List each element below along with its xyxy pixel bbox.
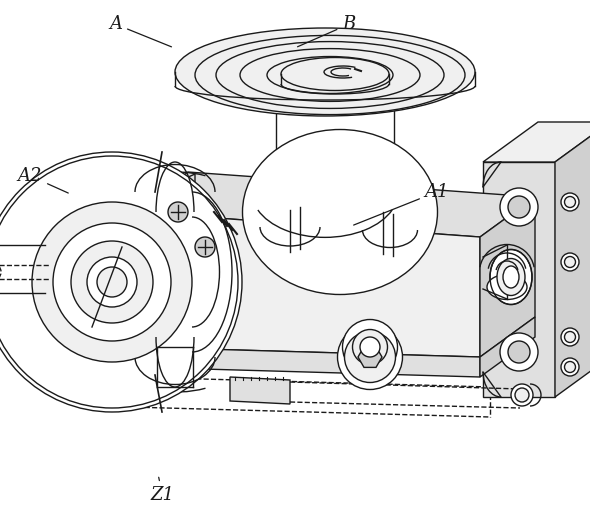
Ellipse shape xyxy=(276,66,394,102)
Polygon shape xyxy=(155,174,195,375)
Ellipse shape xyxy=(175,28,475,116)
Ellipse shape xyxy=(53,223,171,341)
Ellipse shape xyxy=(515,388,529,402)
Ellipse shape xyxy=(500,333,538,371)
Ellipse shape xyxy=(242,129,438,295)
Ellipse shape xyxy=(281,57,389,90)
Polygon shape xyxy=(480,317,535,377)
Ellipse shape xyxy=(343,320,398,375)
Ellipse shape xyxy=(0,263,1,281)
Polygon shape xyxy=(358,347,382,368)
Ellipse shape xyxy=(565,362,575,372)
Ellipse shape xyxy=(565,256,575,268)
Ellipse shape xyxy=(71,241,153,323)
Ellipse shape xyxy=(87,257,137,307)
Ellipse shape xyxy=(337,325,402,389)
Ellipse shape xyxy=(345,331,395,383)
Ellipse shape xyxy=(500,188,538,226)
Ellipse shape xyxy=(97,267,127,297)
Ellipse shape xyxy=(487,275,527,300)
Ellipse shape xyxy=(497,259,525,295)
Ellipse shape xyxy=(565,196,575,207)
Ellipse shape xyxy=(168,202,188,222)
Text: A2: A2 xyxy=(18,167,68,193)
Polygon shape xyxy=(480,197,535,357)
Text: B: B xyxy=(297,15,355,47)
Text: Z1: Z1 xyxy=(150,477,175,504)
Ellipse shape xyxy=(561,328,579,346)
Polygon shape xyxy=(555,122,590,397)
Ellipse shape xyxy=(352,329,388,364)
Ellipse shape xyxy=(508,341,530,363)
Polygon shape xyxy=(230,377,290,404)
Ellipse shape xyxy=(276,204,394,240)
Text: A: A xyxy=(109,15,172,47)
Polygon shape xyxy=(133,212,480,357)
Polygon shape xyxy=(133,172,535,237)
Ellipse shape xyxy=(503,266,519,288)
Ellipse shape xyxy=(561,193,579,211)
Polygon shape xyxy=(133,347,480,377)
Ellipse shape xyxy=(195,237,215,257)
Polygon shape xyxy=(483,122,590,162)
Ellipse shape xyxy=(508,196,530,218)
Ellipse shape xyxy=(32,202,192,362)
Ellipse shape xyxy=(490,250,532,304)
Text: A1: A1 xyxy=(353,183,450,225)
Ellipse shape xyxy=(0,152,242,412)
Ellipse shape xyxy=(561,253,579,271)
Ellipse shape xyxy=(360,337,380,357)
Ellipse shape xyxy=(511,384,533,406)
Polygon shape xyxy=(483,162,555,397)
Ellipse shape xyxy=(565,331,575,343)
Ellipse shape xyxy=(561,358,579,376)
